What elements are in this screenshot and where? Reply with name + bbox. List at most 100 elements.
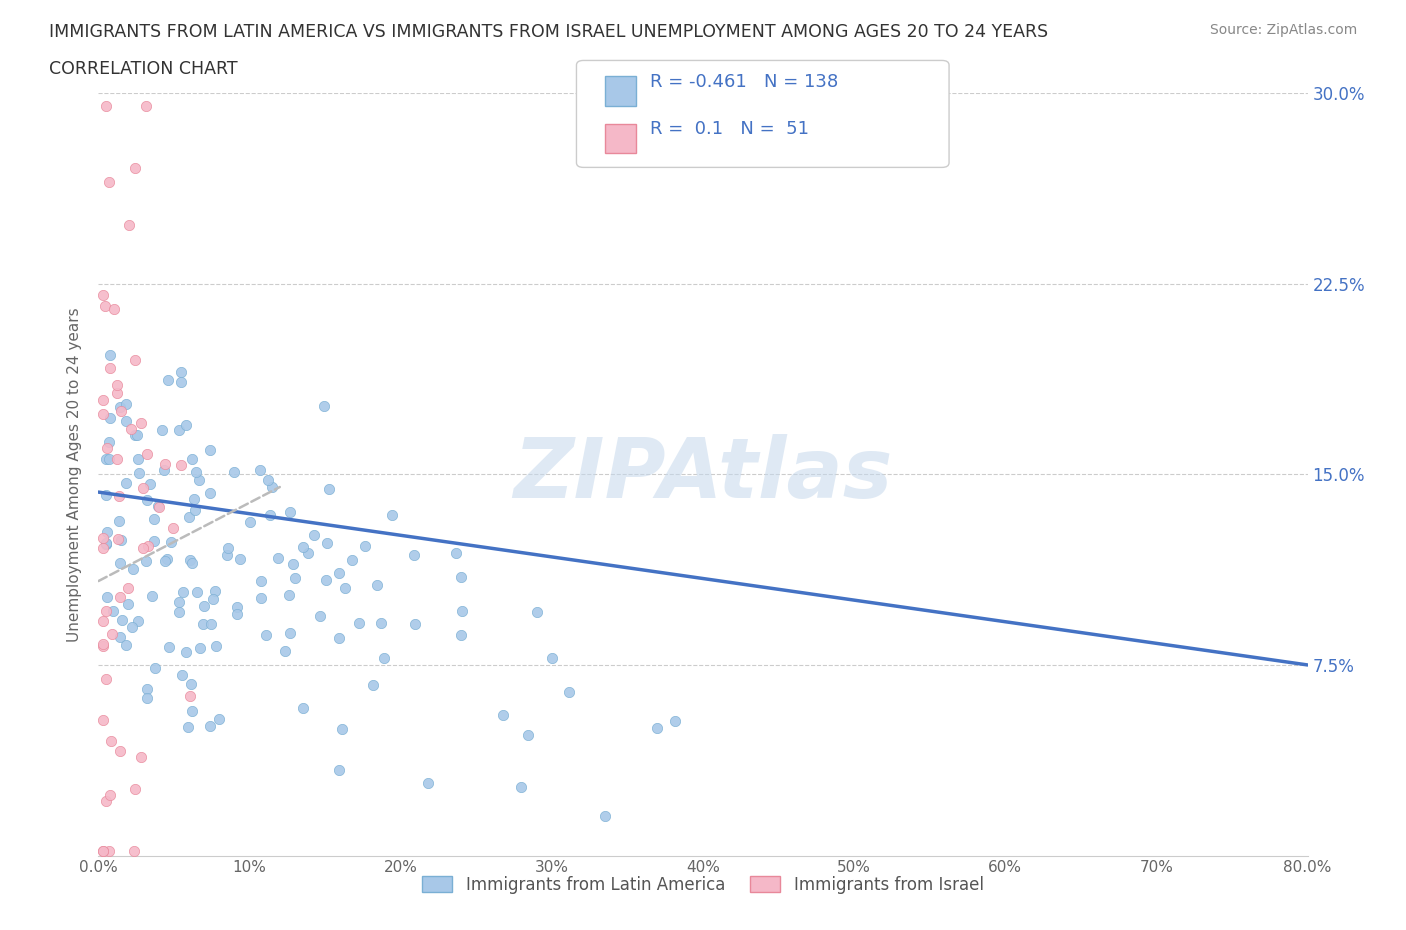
Point [136, 446, 159, 461]
Point [274, 644, 297, 658]
Point [107, 489, 129, 504]
Point [124, 781, 146, 796]
Text: ZIPAtlas: ZIPAtlas [513, 433, 893, 515]
Point [174, 644, 197, 659]
Point [318, 481, 340, 496]
Point [540, 651, 562, 666]
Point [557, 684, 579, 699]
Point [91, 637, 114, 652]
Point [225, 606, 247, 621]
Point [114, 414, 136, 429]
Text: R =  0.1   N =  51: R = 0.1 N = 51 [650, 120, 808, 138]
Point [153, 553, 176, 568]
Point [250, 591, 273, 605]
Point [315, 573, 337, 588]
Point [450, 604, 472, 618]
Point [94, 536, 117, 551]
Point [292, 701, 315, 716]
Point [96, 793, 118, 808]
Point [181, 703, 204, 718]
Point [148, 499, 170, 514]
Point [328, 763, 350, 777]
Point [136, 538, 159, 553]
Point [96, 441, 118, 456]
Point [96, 525, 118, 539]
Point [111, 613, 134, 628]
Point [136, 681, 159, 696]
Point [645, 721, 668, 736]
Point [217, 540, 239, 555]
Point [141, 589, 163, 604]
Point [207, 711, 229, 726]
Point [188, 472, 211, 487]
Text: Source: ZipAtlas.com: Source: ZipAtlas.com [1209, 23, 1357, 37]
Point [115, 396, 138, 411]
Point [91, 288, 114, 303]
Point [91, 541, 114, 556]
Point [100, 734, 122, 749]
Point [297, 546, 319, 561]
Point [167, 422, 190, 437]
Point [280, 504, 302, 519]
Point [162, 520, 184, 535]
Point [170, 375, 193, 390]
Point [517, 728, 540, 743]
Point [157, 640, 180, 655]
Point [664, 713, 686, 728]
Point [526, 604, 548, 619]
Point [190, 641, 212, 656]
Point [108, 399, 131, 414]
Point [91, 406, 114, 421]
Point [94, 299, 117, 313]
Point [200, 719, 222, 734]
Point [110, 533, 132, 548]
Point [330, 722, 353, 737]
Point [254, 628, 277, 643]
Point [366, 578, 388, 592]
Point [260, 480, 283, 495]
Point [129, 750, 152, 764]
Point [143, 534, 166, 549]
Point [198, 485, 221, 500]
Point [308, 609, 330, 624]
Point [91, 392, 114, 407]
Point [108, 743, 131, 758]
Point [132, 540, 155, 555]
Point [202, 591, 225, 606]
Legend: Immigrants from Latin America, Immigrants from Israel: Immigrants from Latin America, Immigrant… [416, 870, 990, 900]
Point [91, 614, 114, 629]
Point [107, 532, 129, 547]
Point [94, 99, 117, 113]
Point [101, 604, 124, 618]
Point [170, 458, 193, 472]
Point [101, 627, 124, 642]
Point [110, 404, 132, 418]
Point [136, 492, 159, 507]
Point [176, 418, 198, 432]
Point [153, 457, 176, 472]
Point [200, 443, 222, 458]
Point [94, 451, 117, 466]
Point [446, 546, 468, 561]
Point [127, 613, 149, 628]
Point [157, 373, 180, 388]
Point [312, 399, 335, 414]
Point [94, 488, 117, 503]
Point [91, 531, 114, 546]
Point [108, 556, 131, 571]
Point [180, 451, 202, 466]
Point [179, 688, 201, 703]
Text: CORRELATION CHART: CORRELATION CHART [49, 60, 238, 78]
Point [135, 691, 157, 706]
Point [160, 535, 183, 550]
Point [93, 712, 115, 727]
Point [170, 365, 193, 379]
Point [120, 421, 142, 436]
Point [94, 604, 117, 618]
Point [450, 569, 472, 584]
Point [510, 779, 533, 794]
Point [150, 422, 173, 437]
Point [172, 584, 194, 599]
Point [229, 551, 252, 566]
Point [100, 788, 122, 803]
